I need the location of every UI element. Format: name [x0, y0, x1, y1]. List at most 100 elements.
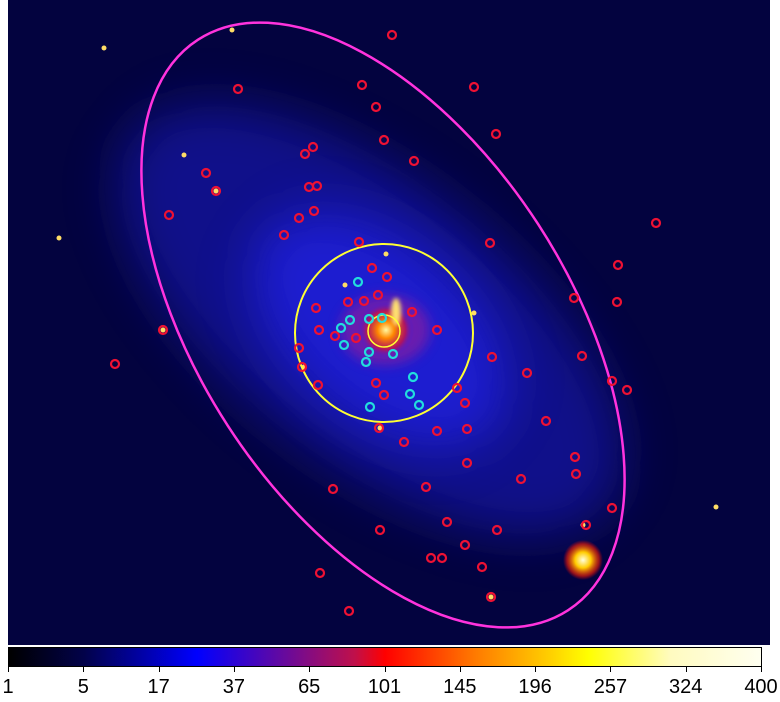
- colorbar-tick-label: 1: [2, 676, 14, 698]
- colorbar-tick: [8, 667, 9, 672]
- point-source: [377, 425, 383, 431]
- source-marker: [386, 29, 398, 41]
- colorbar-tick-label: 324: [669, 676, 703, 698]
- source-marker: [157, 324, 169, 336]
- source-marker: [373, 422, 385, 434]
- point-source: [160, 327, 166, 333]
- source-marker: [335, 322, 347, 334]
- source-marker: [358, 295, 370, 307]
- source-marker: [484, 237, 496, 249]
- bright-source: [563, 540, 603, 580]
- point-source: [713, 504, 719, 510]
- colorbar-tick-label: 5: [77, 676, 89, 698]
- source-marker: [459, 539, 471, 551]
- source-marker: [621, 384, 633, 396]
- source-marker: [200, 167, 212, 179]
- point-source: [342, 282, 348, 288]
- source-marker: [468, 81, 480, 93]
- source-marker: [407, 371, 419, 383]
- source-marker: [307, 141, 319, 153]
- cyan-source-markers: [335, 276, 425, 413]
- source-marker: [420, 481, 432, 493]
- source-marker: [569, 451, 581, 463]
- source-marker: [343, 605, 355, 617]
- source-marker: [329, 330, 341, 342]
- source-marker: [611, 296, 623, 308]
- source-marker: [491, 524, 503, 536]
- source-marker: [293, 212, 305, 224]
- source-marker: [485, 591, 497, 603]
- bulge-circle: [294, 243, 474, 423]
- colorbar-tick-label: 37: [222, 676, 246, 698]
- colorbar-tick: [761, 667, 762, 672]
- source-marker: [570, 468, 582, 480]
- colorbar-tick: [158, 667, 160, 672]
- source-marker: [342, 296, 354, 308]
- colorbar-tick: [459, 667, 461, 672]
- source-marker: [314, 567, 326, 579]
- point-source: [383, 251, 389, 257]
- source-marker: [606, 502, 618, 514]
- colorbar-tick: [384, 667, 386, 672]
- colorbar-tick-label: 101: [367, 676, 402, 698]
- source-marker: [370, 101, 382, 113]
- colorbar-tick-label: 145: [443, 676, 477, 698]
- colorbar-tick-label: 65: [298, 676, 321, 698]
- source-marker: [363, 346, 375, 358]
- colorbar-tick-label: 257: [593, 676, 628, 698]
- source-marker: [406, 306, 418, 318]
- source-marker: [374, 524, 386, 536]
- source-marker: [356, 79, 368, 91]
- source-marker: [370, 377, 382, 389]
- source-marker: [515, 473, 527, 485]
- source-marker: [378, 389, 390, 401]
- colorbar-tick: [309, 667, 311, 672]
- source-marker: [431, 425, 443, 437]
- source-marker: [606, 375, 618, 387]
- source-marker: [540, 415, 552, 427]
- source-marker: [163, 209, 175, 221]
- source-marker: [476, 561, 488, 573]
- source-marker: [459, 397, 471, 409]
- colorbar-ticks: 1 5 17 37 65 101 145 196 257 324 400: [2, 667, 778, 702]
- source-marker: [366, 262, 378, 274]
- source-marker: [327, 483, 339, 495]
- source-marker: [360, 356, 372, 368]
- point-source: [471, 310, 477, 316]
- point-source: [229, 27, 235, 33]
- source-marker: [568, 292, 580, 304]
- source-marker: [376, 312, 388, 324]
- sky-image: [8, 0, 770, 645]
- source-marker: [363, 313, 375, 325]
- source-marker: [490, 128, 502, 140]
- source-marker: [352, 276, 364, 288]
- source-marker: [338, 339, 350, 351]
- colorbar-tick: [535, 667, 537, 672]
- source-marker: [372, 289, 384, 301]
- source-marker: [650, 217, 662, 229]
- colorbar-tick-label: 400: [744, 676, 778, 698]
- source-marker: [299, 148, 311, 160]
- colorbar-tick: [233, 667, 235, 672]
- colorbar-tick-label: 17: [147, 676, 170, 698]
- source-marker: [344, 314, 356, 326]
- source-marker: [404, 388, 416, 400]
- source-marker: [413, 399, 425, 411]
- galaxy-boundary-ellipse: [140, 21, 626, 629]
- source-marker: [293, 342, 305, 354]
- point-source: [181, 152, 187, 158]
- colorbar: [8, 647, 762, 667]
- source-marker: [461, 423, 473, 435]
- source-marker: [387, 348, 399, 360]
- source-marker: [381, 271, 393, 283]
- source-marker: [378, 134, 390, 146]
- source-marker: [278, 229, 290, 241]
- source-marker: [461, 457, 473, 469]
- source-marker: [364, 401, 376, 413]
- source-marker: [486, 351, 498, 363]
- source-marker: [612, 259, 624, 271]
- source-marker: [353, 236, 365, 248]
- bright-source: [391, 298, 401, 326]
- source-marker: [310, 302, 322, 314]
- source-marker: [311, 180, 323, 192]
